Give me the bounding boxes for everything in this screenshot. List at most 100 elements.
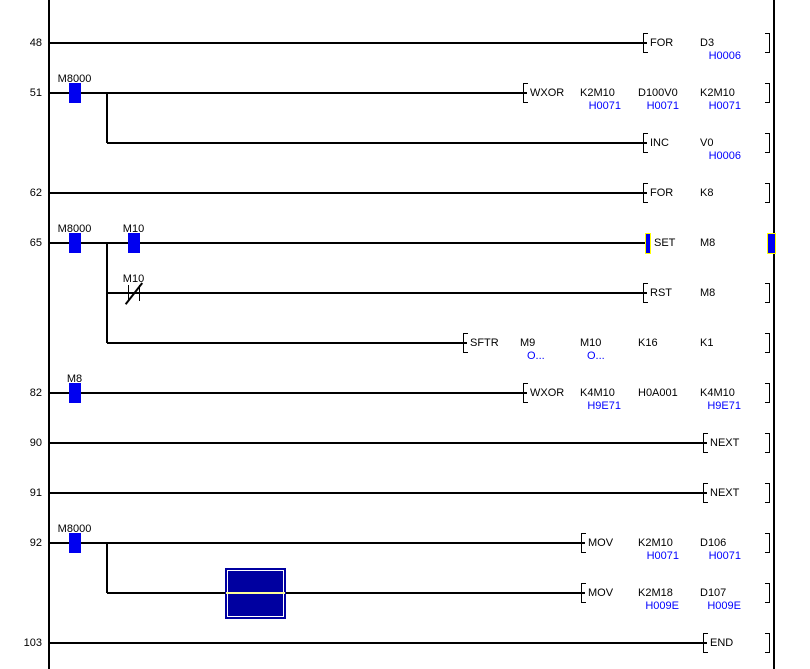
instruction-operand[interactable]: D3 [700,37,715,49]
instruction-close-bracket-energized [766,232,776,254]
rung-wire [107,342,467,344]
instruction-close-bracket [765,133,770,153]
monitor-value: H0071 [708,100,741,112]
rung-wire [48,642,707,644]
monitor-value: H0006 [708,50,741,62]
instruction-name[interactable]: NEXT [710,437,740,449]
instruction-name[interactable]: RST [650,287,672,299]
instruction-close-bracket [765,583,770,603]
monitor-value: H0006 [708,150,741,162]
instruction-operand[interactable]: D107 [700,587,727,599]
instruction-operand[interactable]: V0 [700,137,714,149]
instruction-operand[interactable]: K2M10 [638,537,673,549]
instruction-open-bracket-energized [645,232,651,254]
instruction-operand[interactable]: K2M10 [580,87,615,99]
instruction-open-bracket [463,333,468,353]
contact-device-label: M8 [66,373,83,385]
instruction-close-bracket [765,33,770,53]
instruction-open-bracket [643,283,648,303]
instruction-name[interactable]: FOR [650,37,674,49]
rung-wire [48,192,647,194]
branch-drop-wire [106,543,108,593]
instruction-name[interactable]: MOV [588,537,614,549]
instruction-open-bracket [703,483,708,503]
rung-wire [48,492,707,494]
monitor-value: H0071 [646,550,679,562]
contact-device-label: M8000 [57,73,92,85]
instruction-name[interactable]: INC [650,137,669,149]
instruction-open-bracket [581,533,586,553]
instruction-operand[interactable]: K16 [638,337,658,349]
instruction-open-bracket [643,33,648,53]
rung-step-number: 48 [29,37,42,49]
rung-step-number: 91 [29,487,42,499]
no-contact-energized-icon[interactable] [127,233,140,253]
instruction-operand[interactable]: K1 [700,337,714,349]
instruction-open-bracket [643,183,648,203]
instruction-operand[interactable]: K4M10 [700,387,735,399]
instruction-open-bracket [643,133,648,153]
instruction-name[interactable]: FOR [650,187,674,199]
contact-device-label: M8000 [57,523,92,535]
contact-device-label: M10 [122,223,145,235]
right-power-rail [773,0,775,669]
instruction-open-bracket [703,433,708,453]
left-power-rail [48,0,50,669]
instruction-close-bracket [765,533,770,553]
instruction-name[interactable]: SFTR [470,337,499,349]
instruction-operand[interactable]: M9 [520,337,536,349]
instruction-open-bracket [523,383,528,403]
no-contact-energized-icon[interactable] [68,383,81,403]
rung-wire [107,142,647,144]
no-contact-energized-icon[interactable] [68,233,81,253]
instruction-name[interactable]: WXOR [530,87,565,99]
rung-wire [48,442,707,444]
nc-contact-icon[interactable] [127,285,129,301]
instruction-operand[interactable]: H0A001 [638,387,678,399]
instruction-name[interactable]: MOV [588,587,614,599]
rung-wire [107,292,647,294]
rung-wire [48,392,527,394]
nc-contact-icon[interactable] [138,285,140,301]
instruction-close-bracket [765,483,770,503]
no-contact-energized-icon[interactable] [68,533,81,553]
edit-cursor-wire-line [225,591,285,594]
monitor-value: H0071 [588,100,621,112]
monitor-value: H0071 [708,550,741,562]
contact-device-label: M10 [122,273,145,285]
monitor-value: H0071 [646,100,679,112]
instruction-name[interactable]: NEXT [710,487,740,499]
instruction-close-bracket [765,283,770,303]
monitor-value: H009E [707,600,741,612]
instruction-close-bracket [765,83,770,103]
instruction-operand[interactable]: D106 [700,537,727,549]
monitor-value: H009E [645,600,679,612]
edit-cursor[interactable] [224,568,286,619]
instruction-close-bracket [765,383,770,403]
no-contact-energized-icon[interactable] [68,83,81,103]
contact-device-label: M8000 [57,223,92,235]
instruction-name[interactable]: SET [654,237,676,249]
instruction-operand[interactable]: K2M18 [638,587,673,599]
instruction-operand[interactable]: M8 [700,237,716,249]
instruction-operand[interactable]: M8 [700,287,716,299]
instruction-open-bracket [523,83,528,103]
instruction-operand[interactable]: K8 [700,187,714,199]
instruction-name[interactable]: WXOR [530,387,565,399]
instruction-operand[interactable]: M10 [580,337,602,349]
instruction-operand[interactable]: K4M10 [580,387,615,399]
rung-step-number: 82 [29,387,42,399]
rung-step-number: 51 [29,87,42,99]
rung-wire [48,92,527,94]
instruction-name[interactable]: END [710,637,734,649]
instruction-operand[interactable]: K2M10 [700,87,735,99]
instruction-close-bracket [765,333,770,353]
instruction-open-bracket [703,633,708,653]
rung-wire [48,242,647,244]
instruction-operand[interactable]: D100V0 [638,87,678,99]
instruction-close-bracket [765,183,770,203]
instruction-open-bracket [581,583,586,603]
rung-step-number: 62 [29,187,42,199]
monitor-value: H9E71 [707,400,741,412]
